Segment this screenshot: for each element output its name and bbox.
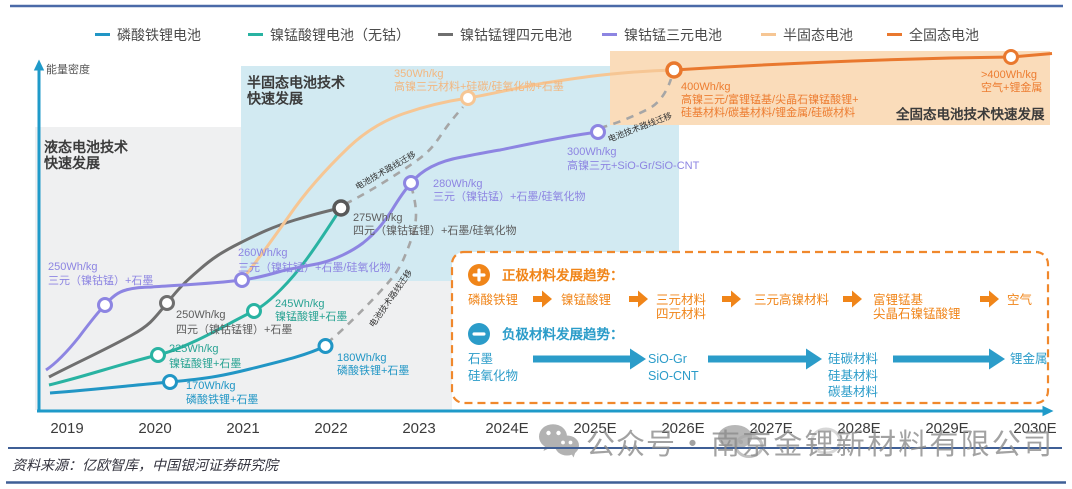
svg-text:225Wh/kg: 225Wh/kg <box>169 343 219 355</box>
svg-text:三元材料: 三元材料 <box>656 293 707 307</box>
svg-text:南京金锂新材料有限公司: 南京金锂新材料有限公司 <box>711 428 1054 461</box>
svg-text:硅氧化物: 硅氧化物 <box>468 369 518 383</box>
svg-text:2021: 2021 <box>226 420 259 437</box>
svg-text:三元（镍钴锰）+石墨/硅氧化物: 三元（镍钴锰）+石墨/硅氧化物 <box>433 189 585 203</box>
svg-text:能量密度: 能量密度 <box>46 62 90 76</box>
svg-text:空气+锂金属: 空气+锂金属 <box>981 80 1042 94</box>
svg-text:镍钴锰三元电池: 镍钴锰三元电池 <box>624 27 722 43</box>
svg-text:高镍三元材料+硅碳/硅氧化物+石墨: 高镍三元材料+硅碳/硅氧化物+石墨 <box>394 79 564 93</box>
svg-text:2029E: 2029E <box>925 420 968 437</box>
svg-text:高镍三元/富锂锰基/尖晶石镍锰酸锂+: 高镍三元/富锂锰基/尖晶石镍锰酸锂+ <box>681 92 859 106</box>
svg-text:2026E: 2026E <box>661 420 704 437</box>
svg-text:300Wh/kg: 300Wh/kg <box>567 146 617 158</box>
svg-text:2030E: 2030E <box>1013 420 1056 437</box>
svg-text:碳基材料: 碳基材料 <box>828 385 879 399</box>
svg-text:245Wh/kg: 245Wh/kg <box>275 298 325 310</box>
svg-text:275Wh/kg: 275Wh/kg <box>353 212 403 224</box>
svg-text:半固态电池技术: 半固态电池技术 <box>247 75 345 91</box>
svg-text:SiO-Gr: SiO-Gr <box>648 352 687 366</box>
svg-text:资料来源：亿欧智库，中国银河证券研究院: 资料来源：亿欧智库，中国银河证券研究院 <box>12 457 280 473</box>
svg-text:快速发展: 快速发展 <box>247 91 303 107</box>
svg-text:半固态电池: 半固态电池 <box>783 27 853 43</box>
svg-text:富锂锰基: 富锂锰基 <box>873 292 924 307</box>
svg-text:硅基材料/碳基材料/锂金属/硅碳材料: 硅基材料/碳基材料/锂金属/硅碳材料 <box>681 105 855 119</box>
svg-text:260Wh/kg: 260Wh/kg <box>238 247 288 259</box>
svg-text:高镍三元+SiO-Gr/SiO-CNT: 高镍三元+SiO-Gr/SiO-CNT <box>567 158 700 172</box>
svg-text:三元（镍钴锰）+石墨/硅氧化物: 三元（镍钴锰）+石墨/硅氧化物 <box>238 260 390 274</box>
svg-text:>400Wh/kg: >400Wh/kg <box>981 69 1037 81</box>
svg-text:2024E: 2024E <box>485 420 528 437</box>
svg-text:正极材料发展趋势：: 正极材料发展趋势： <box>502 267 624 283</box>
svg-text:250Wh/kg: 250Wh/kg <box>176 309 226 321</box>
svg-text:硅碳材料: 硅碳材料 <box>828 352 879 366</box>
svg-text:锂金属: 锂金属 <box>1010 351 1048 366</box>
svg-text:四元材料: 四元材料 <box>656 307 707 321</box>
svg-text:磷酸铁锂电池: 磷酸铁锂电池 <box>117 27 201 43</box>
svg-text:2023: 2023 <box>402 420 435 437</box>
svg-text:负极材料发展趋势：: 负极材料发展趋势： <box>502 326 624 342</box>
svg-text:液态电池技术: 液态电池技术 <box>44 139 128 155</box>
svg-text:镍锰酸锂+石墨: 镍锰酸锂+石墨 <box>169 356 241 370</box>
svg-text:磷酸铁锂: 磷酸铁锂 <box>468 292 518 307</box>
svg-text:全固态电池: 全固态电池 <box>909 27 979 43</box>
svg-text:2028E: 2028E <box>837 420 880 437</box>
svg-text:空气: 空气 <box>1007 292 1033 307</box>
svg-text:尖晶石镍锰酸锂: 尖晶石镍锰酸锂 <box>873 306 961 321</box>
svg-text:镍锰酸锂+石墨: 镍锰酸锂+石墨 <box>275 309 347 323</box>
svg-text:2027E: 2027E <box>749 420 792 437</box>
svg-text:四元（镍钴锰锂）+石墨/硅氧化物: 四元（镍钴锰锂）+石墨/硅氧化物 <box>353 223 516 237</box>
svg-text:・: ・ <box>678 429 708 461</box>
svg-text:镍钴锰锂四元电池: 镍钴锰锂四元电池 <box>460 27 572 43</box>
svg-text:公众号: 公众号 <box>586 429 676 461</box>
svg-text:快速发展: 快速发展 <box>44 155 100 171</box>
svg-text:2019: 2019 <box>50 420 83 437</box>
svg-text:2025E: 2025E <box>573 420 616 437</box>
svg-text:SiO-CNT: SiO-CNT <box>648 369 699 383</box>
svg-text:2022: 2022 <box>314 420 347 437</box>
svg-text:250Wh/kg: 250Wh/kg <box>48 261 98 273</box>
svg-text:180Wh/kg: 180Wh/kg <box>337 352 387 364</box>
svg-text:280Wh/kg: 280Wh/kg <box>433 178 483 190</box>
svg-text:石墨: 石墨 <box>468 352 493 366</box>
svg-text:170Wh/kg: 170Wh/kg <box>186 380 236 392</box>
svg-text:硅基材料: 硅基材料 <box>828 369 879 383</box>
svg-text:三元高镍材料: 三元高镍材料 <box>754 292 830 307</box>
svg-text:镍锰酸锂: 镍锰酸锂 <box>561 292 611 307</box>
svg-text:镍锰酸锂电池（无钴）: 镍锰酸锂电池（无钴） <box>270 27 410 43</box>
svg-text:四元（镍钴锰锂）+石墨: 四元（镍钴锰锂）+石墨 <box>176 322 292 336</box>
svg-text:磷酸铁锂+石墨: 磷酸铁锂+石墨 <box>186 392 258 406</box>
svg-text:三元（镍钴锰）+石墨: 三元（镍钴锰）+石墨 <box>48 273 153 287</box>
svg-text:350Wh/kg: 350Wh/kg <box>394 68 444 80</box>
svg-text:全固态电池技术快速发展: 全固态电池技术快速发展 <box>895 106 1045 122</box>
svg-text:400Wh/kg: 400Wh/kg <box>681 81 731 93</box>
svg-text:磷酸铁锂+石墨: 磷酸铁锂+石墨 <box>337 363 409 377</box>
svg-text:2020: 2020 <box>138 420 171 437</box>
